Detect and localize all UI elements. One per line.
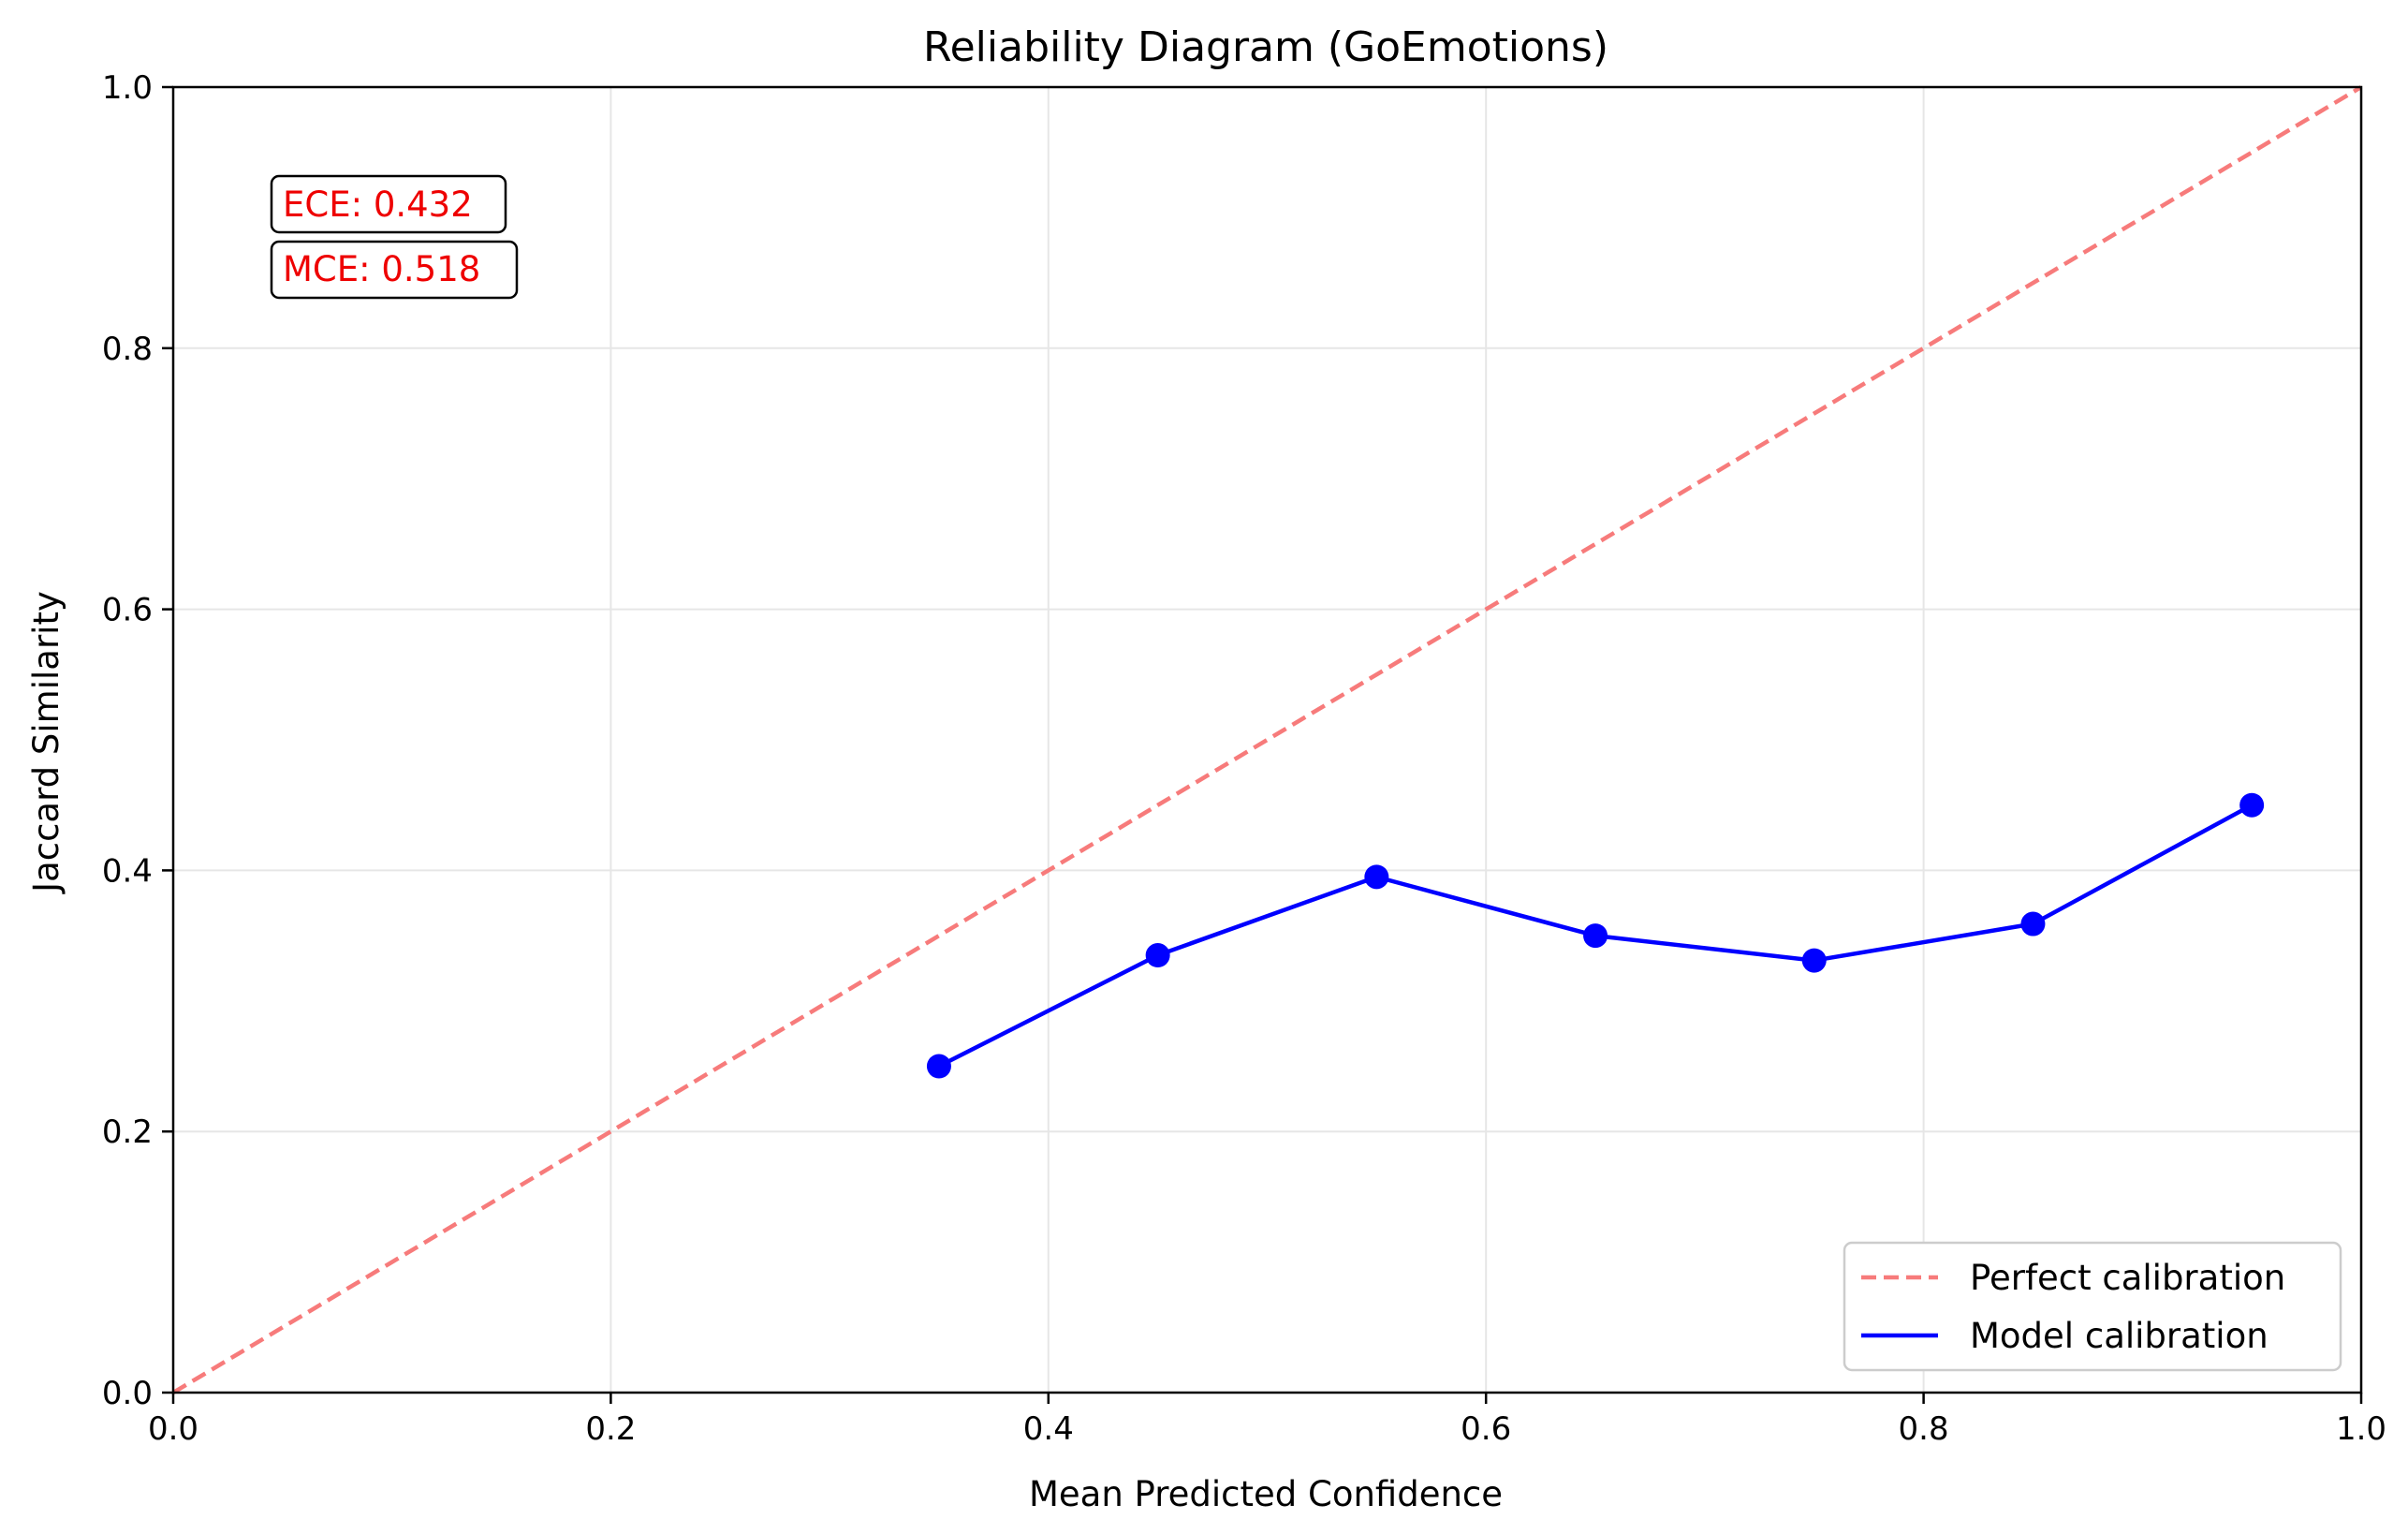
- ticks: 0.0 0.2 0.4 0.6 0.8 1.0 0.0 0.2 0.4 0.6 0.8 1.0: [102, 69, 2386, 1448]
- y-tick-label: 0.4: [102, 852, 153, 890]
- y-tick-label: 0.0: [102, 1375, 153, 1412]
- data-point-model-calibration: [1364, 864, 1389, 890]
- y-tick-label: 0.6: [102, 592, 153, 629]
- legend-label-model-calibration: Model calibration: [1970, 1316, 2269, 1356]
- data-point-model-calibration: [2239, 792, 2265, 818]
- y-axis-label: Jaccard Similarity: [26, 591, 66, 894]
- x-tick-label: 0.2: [585, 1410, 636, 1448]
- y-tick-label: 1.0: [102, 69, 153, 107]
- series-layer: [171, 85, 2363, 1394]
- x-tick-label: 0.6: [1461, 1410, 1511, 1448]
- x-axis-label: Mean Predicted Confidence: [1029, 1474, 1503, 1514]
- plot-frame: [171, 85, 2363, 1394]
- data-point-model-calibration: [1583, 923, 1608, 949]
- x-tick-label: 0.8: [1899, 1410, 1949, 1448]
- ece-annotation: ECE: 0.432: [270, 174, 507, 234]
- ece-annotation-text: ECE: 0.432: [283, 184, 473, 225]
- series-line-perfect-calibration: [171, 85, 2363, 1394]
- x-tick-label: 0.4: [1023, 1410, 1074, 1448]
- data-point-model-calibration: [1145, 943, 1170, 968]
- y-tick-label: 0.2: [102, 1114, 153, 1151]
- y-tick-label: 0.8: [102, 331, 153, 368]
- x-tick-label: 0.0: [148, 1410, 198, 1448]
- legend-box: [1843, 1241, 2342, 1372]
- chart-title: Reliability Diagram (GoEmotions): [923, 23, 1608, 71]
- mce-annotation-text: MCE: 0.518: [283, 249, 480, 289]
- legend-label-perfect-calibration: Perfect calibration: [1970, 1258, 2285, 1298]
- legend: Perfect calibration Model calibration: [1843, 1241, 2342, 1372]
- data-point-model-calibration: [926, 1054, 951, 1079]
- data-point-model-calibration: [2020, 911, 2046, 937]
- mce-annotation-box: [270, 240, 519, 300]
- mce-annotation: MCE: 0.518: [270, 240, 519, 300]
- ece-annotation-box: [270, 174, 507, 234]
- x-tick-label: 1.0: [2336, 1410, 2386, 1448]
- data-point-model-calibration: [1801, 948, 1827, 973]
